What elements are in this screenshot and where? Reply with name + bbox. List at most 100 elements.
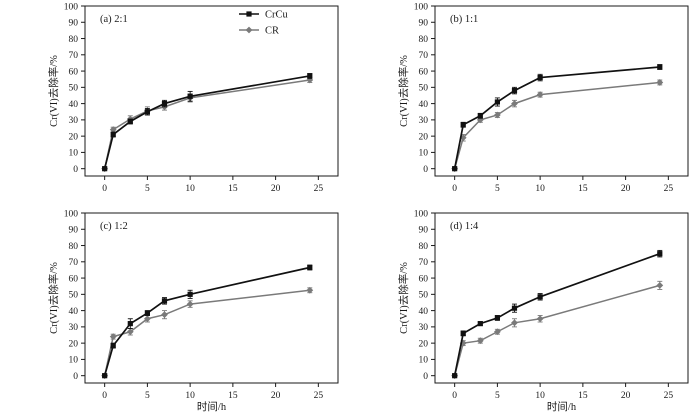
plot-box: [84, 5, 339, 177]
marker-diamond: [245, 26, 253, 34]
y-tick-label: 40: [419, 307, 429, 317]
plot-box: [434, 5, 689, 177]
x-tick-label: 5: [495, 391, 500, 401]
x-tick-label: 15: [228, 391, 238, 401]
x-tick-label: 15: [228, 184, 238, 194]
x-tick-label: 15: [578, 184, 588, 194]
y-axis: 0 10 20 30 40 50 60 70 80 90 100: [414, 209, 435, 382]
x-tick-label: 5: [495, 184, 500, 194]
y-axis-title: Cr(VI)去除率/%: [47, 262, 60, 334]
x-axis: 0 5 10 15 20 25: [102, 383, 323, 401]
chart-b: 0 10 20 30 40 50 60 70 80 90 100 0 5 10 15 20 25 Cr(VI)去除…: [397, 2, 689, 194]
y-tick-label: 10: [419, 149, 429, 159]
marker-diamond: [656, 79, 664, 86]
x-tick-label: 5: [145, 184, 150, 194]
marker-square: [102, 166, 108, 172]
y-tick-label: 60: [419, 274, 429, 284]
y-axis: 0 10 20 30 40 50 60 70 80 90 100: [64, 209, 85, 382]
marker-square: [307, 73, 313, 79]
y-tick-label: 50: [419, 291, 429, 301]
marker-square: [307, 264, 313, 271]
marker-square: [110, 342, 116, 349]
marker-square: [537, 294, 543, 300]
y-tick-label: 0: [73, 165, 78, 175]
marker-diamond: [656, 281, 664, 289]
y-tick-label: 10: [69, 149, 79, 159]
marker-square: [477, 321, 483, 327]
marker-diamond: [143, 315, 151, 323]
marker-diamond: [493, 111, 501, 119]
series-crcu: [452, 249, 663, 379]
marker-square: [511, 87, 518, 94]
marker-square: [187, 93, 193, 99]
y-tick-label: 20: [69, 339, 79, 349]
y-axis-title: Cr(VI)去除率/%: [47, 55, 60, 127]
series-line: [103, 289, 310, 376]
panel-label: (c) 1:2: [100, 221, 128, 232]
series-cr: [101, 286, 314, 380]
panel-label: (b) 1:1: [450, 14, 478, 25]
marker-square: [511, 305, 518, 311]
marker-square: [494, 315, 500, 321]
marker-square: [161, 101, 168, 107]
marker-square: [246, 11, 252, 17]
marker-square: [187, 291, 193, 297]
series-cr: [451, 79, 664, 173]
x-tick-label: 5: [145, 391, 150, 401]
x-tick-label: 25: [314, 391, 324, 401]
legend: CrCu CR: [239, 10, 289, 37]
marker-square: [144, 310, 150, 316]
y-tick-label: 10: [69, 356, 79, 366]
x-tick-label: 20: [271, 391, 281, 401]
marker-diamond: [161, 311, 168, 319]
y-tick-label: 30: [69, 323, 79, 333]
y-tick-label: 70: [419, 51, 429, 61]
marker-diamond: [109, 126, 117, 134]
y-tick-label: 80: [419, 35, 429, 45]
legend-label: CrCu: [265, 10, 289, 21]
y-tick-label: 80: [419, 242, 429, 252]
marker-diamond: [493, 328, 501, 336]
y-tick-label: 100: [414, 209, 429, 219]
x-tick-label: 25: [314, 184, 324, 194]
marker-diamond: [186, 300, 194, 308]
series-line: [103, 75, 310, 169]
y-tick-label: 0: [73, 372, 78, 382]
y-tick-label: 90: [419, 19, 429, 29]
x-tick-label: 0: [102, 391, 107, 401]
marker-diamond: [536, 315, 544, 323]
y-tick-label: 40: [69, 307, 79, 317]
series-crcu: [452, 64, 663, 172]
x-axis: 0 5 10 15 20 25: [452, 383, 673, 401]
y-tick-label: 20: [419, 132, 429, 142]
marker-square: [477, 113, 483, 119]
y-tick-label: 100: [414, 2, 429, 12]
marker-square: [537, 74, 543, 81]
y-tick-label: 30: [419, 116, 429, 126]
marker-square: [144, 109, 150, 115]
y-tick-label: 90: [69, 19, 79, 29]
x-axis-title: 时间/h: [197, 400, 227, 413]
y-axis: 0 10 20 30 40 50 60 70 80 90 100: [414, 2, 435, 175]
y-tick-label: 70: [419, 258, 429, 268]
y-tick-label: 80: [69, 242, 79, 252]
x-axis-title: 时间/h: [547, 400, 577, 413]
x-tick-label: 10: [185, 184, 195, 194]
marker-square: [494, 99, 500, 105]
chart-a: 0 10 20 30 40 50 60 70 80 90 100 0 5 10 15 20 25 Cr(VI)去除…: [47, 2, 339, 194]
y-axis: 0 10 20 30 40 50 60 70 80 90 100: [64, 2, 85, 175]
x-tick-label: 25: [664, 184, 674, 194]
legend-label: CR: [265, 26, 279, 37]
y-tick-label: 100: [64, 209, 79, 219]
series-line: [453, 284, 660, 376]
marker-square: [110, 131, 116, 138]
y-tick-label: 40: [419, 100, 429, 110]
marker-square: [657, 64, 663, 70]
x-tick-label: 0: [452, 184, 457, 194]
x-tick-label: 25: [664, 391, 674, 401]
x-tick-label: 10: [185, 391, 195, 401]
y-tick-label: 20: [69, 132, 79, 142]
marker-square: [460, 330, 466, 336]
y-tick-label: 20: [419, 339, 429, 349]
